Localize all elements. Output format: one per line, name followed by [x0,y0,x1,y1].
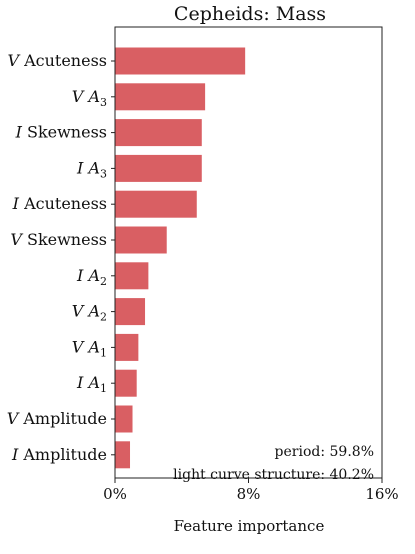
annotation-light-curve: light curve structure: 40.2% [173,467,374,483]
y-tick-label-1: V A3 [72,87,107,109]
bar-2 [115,119,202,147]
y-tick-label-7: V A2 [72,302,107,324]
bar-8 [115,333,139,361]
bar-3 [115,154,202,182]
x-tick-label-2: 16% [365,485,398,503]
x-tick-label-0: 0% [103,485,127,503]
y-tick-label-6: I A2 [76,266,107,288]
chart-title: Cepheids: Mass [174,3,326,25]
annotation-period: period: 59.8% [275,444,374,460]
x-tick-labels: 0% 8% 16% [103,478,399,503]
y-tick-label-3: I A3 [76,158,107,180]
y-tick-label-8: V A1 [72,337,107,359]
y-tick-label-2: I Skewness [15,123,107,142]
y-tick-label-0: V Acuteness [7,51,107,70]
bar-4 [115,190,197,218]
y-tick-label-4: I Acuteness [12,194,107,213]
y-tick-labels: V Acuteness V A3 I Skewness I A3 I Acuteness… [7,51,115,464]
bar-5 [115,226,167,254]
bars-group [115,47,246,469]
bar-10 [115,405,133,433]
y-tick-label-5: V Skewness [10,230,107,249]
bar-9 [115,369,137,397]
y-tick-label-9: I A1 [76,373,107,395]
y-tick-label-11: I Amplitude [11,445,107,464]
y-tick-label-10: V Amplitude [7,409,107,428]
bar-1 [115,83,206,111]
x-axis-label: Feature importance [174,517,325,535]
bar-0 [115,47,246,75]
bar-11 [115,441,131,469]
bar-6 [115,262,149,290]
bar-7 [115,298,146,326]
x-tick-label-1: 8% [237,485,261,503]
plot-frame [114,26,383,479]
